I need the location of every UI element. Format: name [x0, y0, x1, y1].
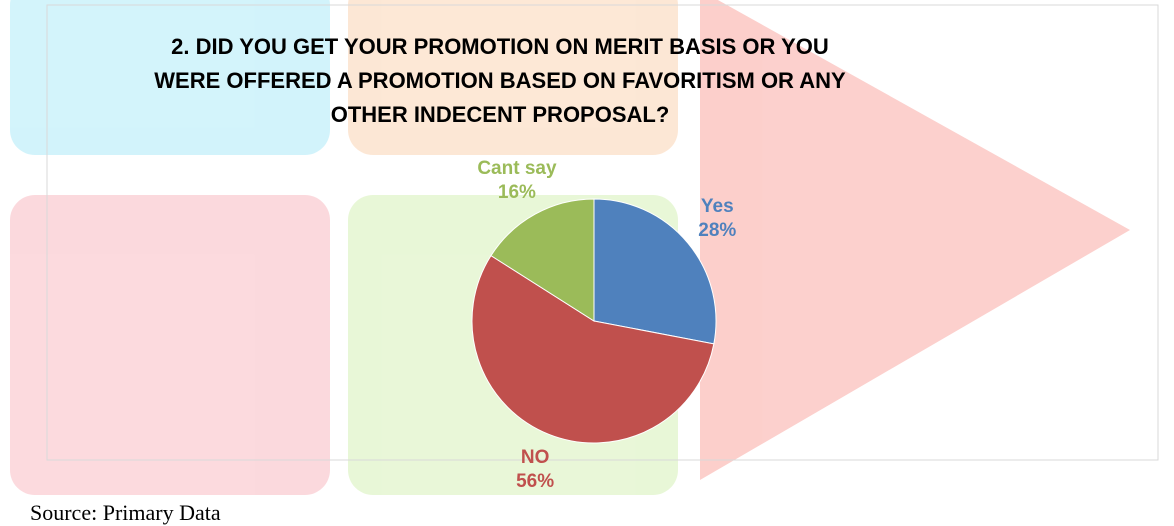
- source-note: Source: Primary Data: [30, 500, 221, 526]
- page: Yes 28% NO 56% Cant say 16% 2. DID YOU GET YO…: [0, 0, 1174, 525]
- slice-label: NO: [521, 447, 550, 468]
- chart-title: 2. DID YOU GET YOUR PROMOTION ON MERIT B…: [140, 30, 860, 132]
- slice-value-label: 28%: [698, 220, 736, 241]
- slice-label: Cant say: [477, 158, 557, 179]
- slice-label: Yes: [701, 196, 734, 217]
- slice-value-label: 16%: [498, 182, 536, 203]
- slice-value-label: 56%: [516, 471, 554, 492]
